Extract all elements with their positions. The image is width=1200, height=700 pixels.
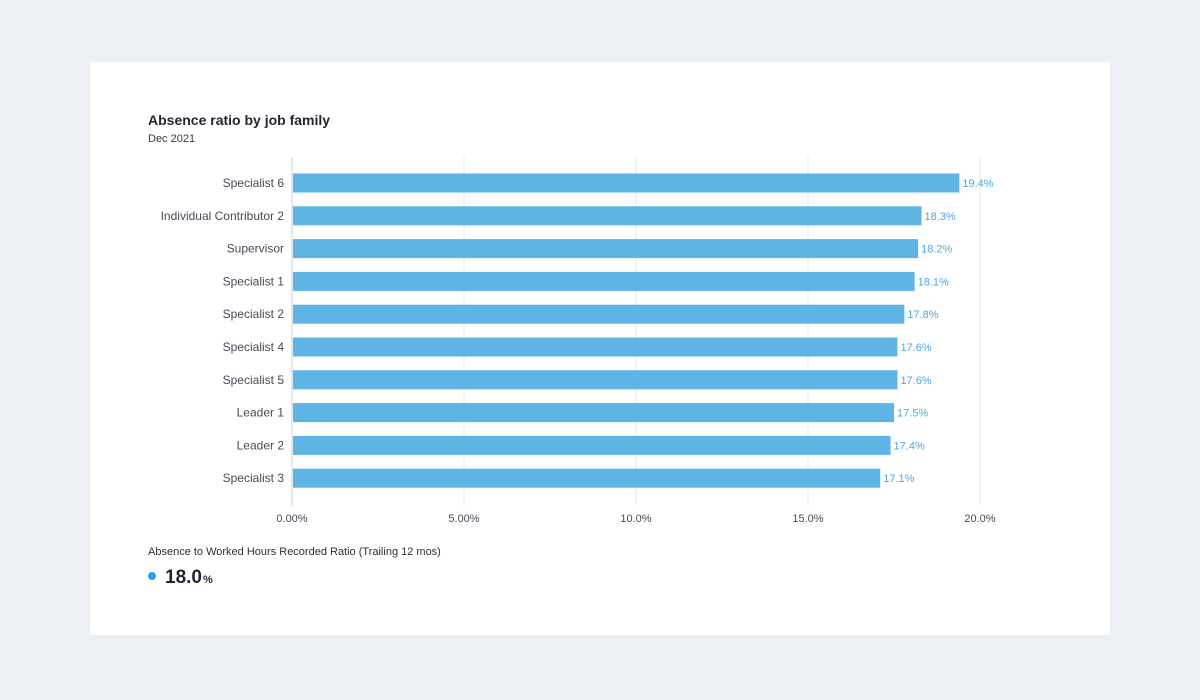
chart-subtitle: Dec 2021: [148, 133, 196, 145]
category-label: Leader 1: [237, 406, 285, 420]
bar: [293, 435, 891, 455]
x-tick-label: 15.0%: [792, 513, 823, 525]
kpi-label: Absence to Worked Hours Recorded Ratio (…: [148, 546, 441, 558]
x-tick-label: 20.0%: [964, 513, 995, 525]
x-tick-label: 10.0%: [620, 513, 651, 525]
category-label: Specialist 6: [223, 176, 285, 190]
kpi-summary: 18.0 %: [148, 567, 213, 589]
kpi-value: 18.0: [165, 567, 202, 588]
value-label: 17.1%: [883, 473, 914, 485]
category-label: Specialist 4: [223, 340, 285, 354]
chart-card: Absence ratio by job family Dec 2021 Spe…: [90, 62, 1110, 635]
kpi-unit: %: [202, 574, 213, 586]
bar: [293, 304, 905, 324]
kpi-dot-icon: [148, 572, 156, 580]
bar: [293, 271, 915, 291]
bar: [293, 173, 960, 193]
category-label: Specialist 2: [223, 307, 285, 321]
value-label: 17.4%: [894, 440, 925, 452]
bar: [293, 370, 898, 390]
category-label: Individual Contributor 2: [161, 209, 285, 223]
chart-title: Absence ratio by job family: [148, 112, 331, 128]
value-label: 17.8%: [907, 309, 938, 321]
value-label: 17.6%: [900, 375, 931, 387]
value-label: 18.2%: [921, 244, 952, 256]
category-label: Supervisor: [227, 242, 284, 256]
value-label: 18.1%: [918, 276, 949, 288]
value-label: 17.5%: [897, 408, 928, 420]
bar: [293, 403, 894, 423]
category-label: Specialist 3: [223, 471, 285, 485]
bar: [293, 206, 922, 226]
bar-chart: Specialist 6 19.4% Individual Contributor …: [161, 157, 996, 525]
category-label: Specialist 5: [223, 373, 285, 387]
value-label: 19.4%: [962, 178, 993, 190]
x-tick-label: 5.00%: [448, 513, 479, 525]
value-label: 18.3%: [925, 211, 956, 223]
bar: [293, 468, 881, 488]
bar: [293, 337, 898, 357]
category-label: Leader 2: [237, 438, 285, 452]
x-tick-label: 0.00%: [276, 513, 307, 525]
category-label: Specialist 1: [223, 274, 285, 288]
bar: [293, 239, 919, 259]
value-label: 17.6%: [900, 342, 931, 354]
